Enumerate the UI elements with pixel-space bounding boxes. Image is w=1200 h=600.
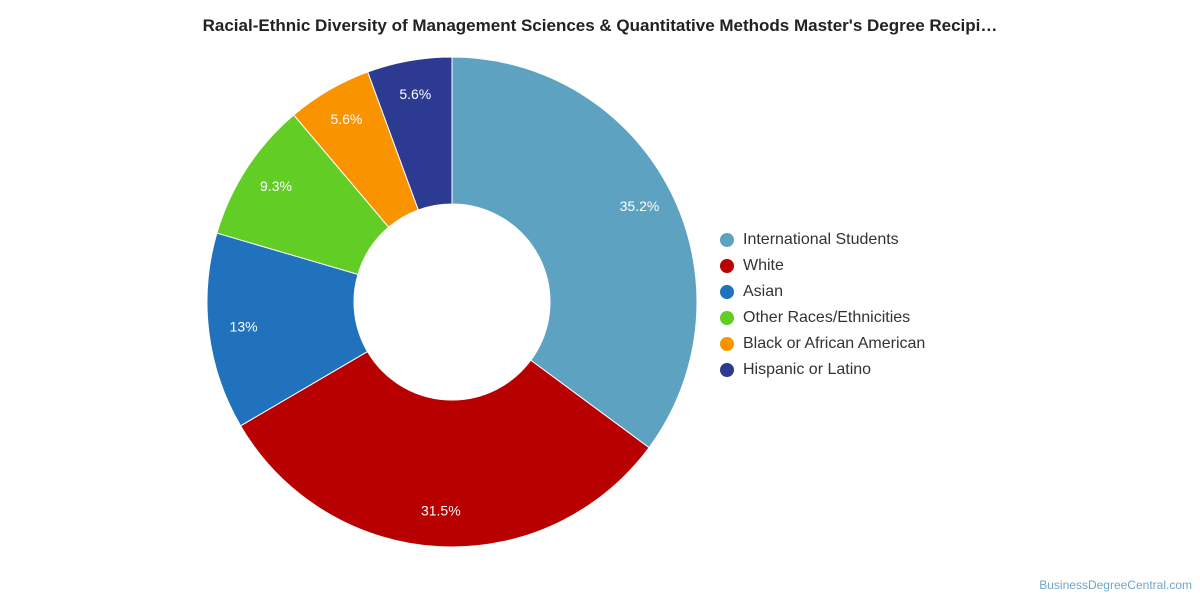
legend-item-hispanic-or-latino[interactable]: Hispanic or Latino [720, 357, 925, 383]
chart-legend: International Students White Asian Other Ra… [720, 227, 925, 383]
slice-international-students[interactable] [451, 56, 698, 449]
slice-label-asian: 13% [230, 318, 258, 334]
legend-label: Other Races/Ethnicities [743, 309, 911, 326]
slice-label-international-students: 35.2% [620, 198, 660, 214]
legend-item-international-students[interactable]: International Students [720, 227, 925, 253]
legend-marker-icon [720, 363, 734, 377]
slice-labels: 35.2% 31.5% 13% 9.3% 5.6% 5.6% [230, 86, 660, 518]
legend-label: Black or African American [743, 335, 926, 352]
slice-white[interactable] [239, 350, 650, 548]
legend-label: International Students [743, 231, 899, 248]
source-credit[interactable]: BusinessDegreeCentral.com [1039, 578, 1192, 592]
slice-label-white: 31.5% [421, 502, 461, 518]
legend-label: White [743, 257, 784, 274]
slice-label-other-races-ethnicities: 9.3% [260, 178, 292, 194]
slice-label-hispanic-or-latino: 5.6% [399, 86, 431, 102]
donut-slices [206, 56, 698, 548]
slice-label-black-or-african-american: 5.6% [330, 111, 362, 127]
legend-marker-icon [720, 233, 734, 247]
legend-item-other-races-ethnicities[interactable]: Other Races/Ethnicities [720, 305, 925, 331]
legend-item-white[interactable]: White [720, 253, 925, 279]
legend-item-asian[interactable]: Asian [720, 279, 925, 305]
legend-label: Asian [743, 283, 784, 300]
slice-asian[interactable] [206, 232, 369, 427]
legend-marker-icon [720, 285, 734, 299]
chart-title: Racial-Ethnic Diversity of Management Sc… [202, 16, 998, 35]
legend-marker-icon [720, 259, 734, 273]
legend-marker-icon [720, 311, 734, 325]
legend-marker-icon [720, 337, 734, 351]
legend-item-black-or-african-american[interactable]: Black or African American [720, 331, 925, 357]
slice-hispanic-or-latino[interactable] [367, 56, 453, 211]
legend-label: Hispanic or Latino [743, 361, 872, 378]
